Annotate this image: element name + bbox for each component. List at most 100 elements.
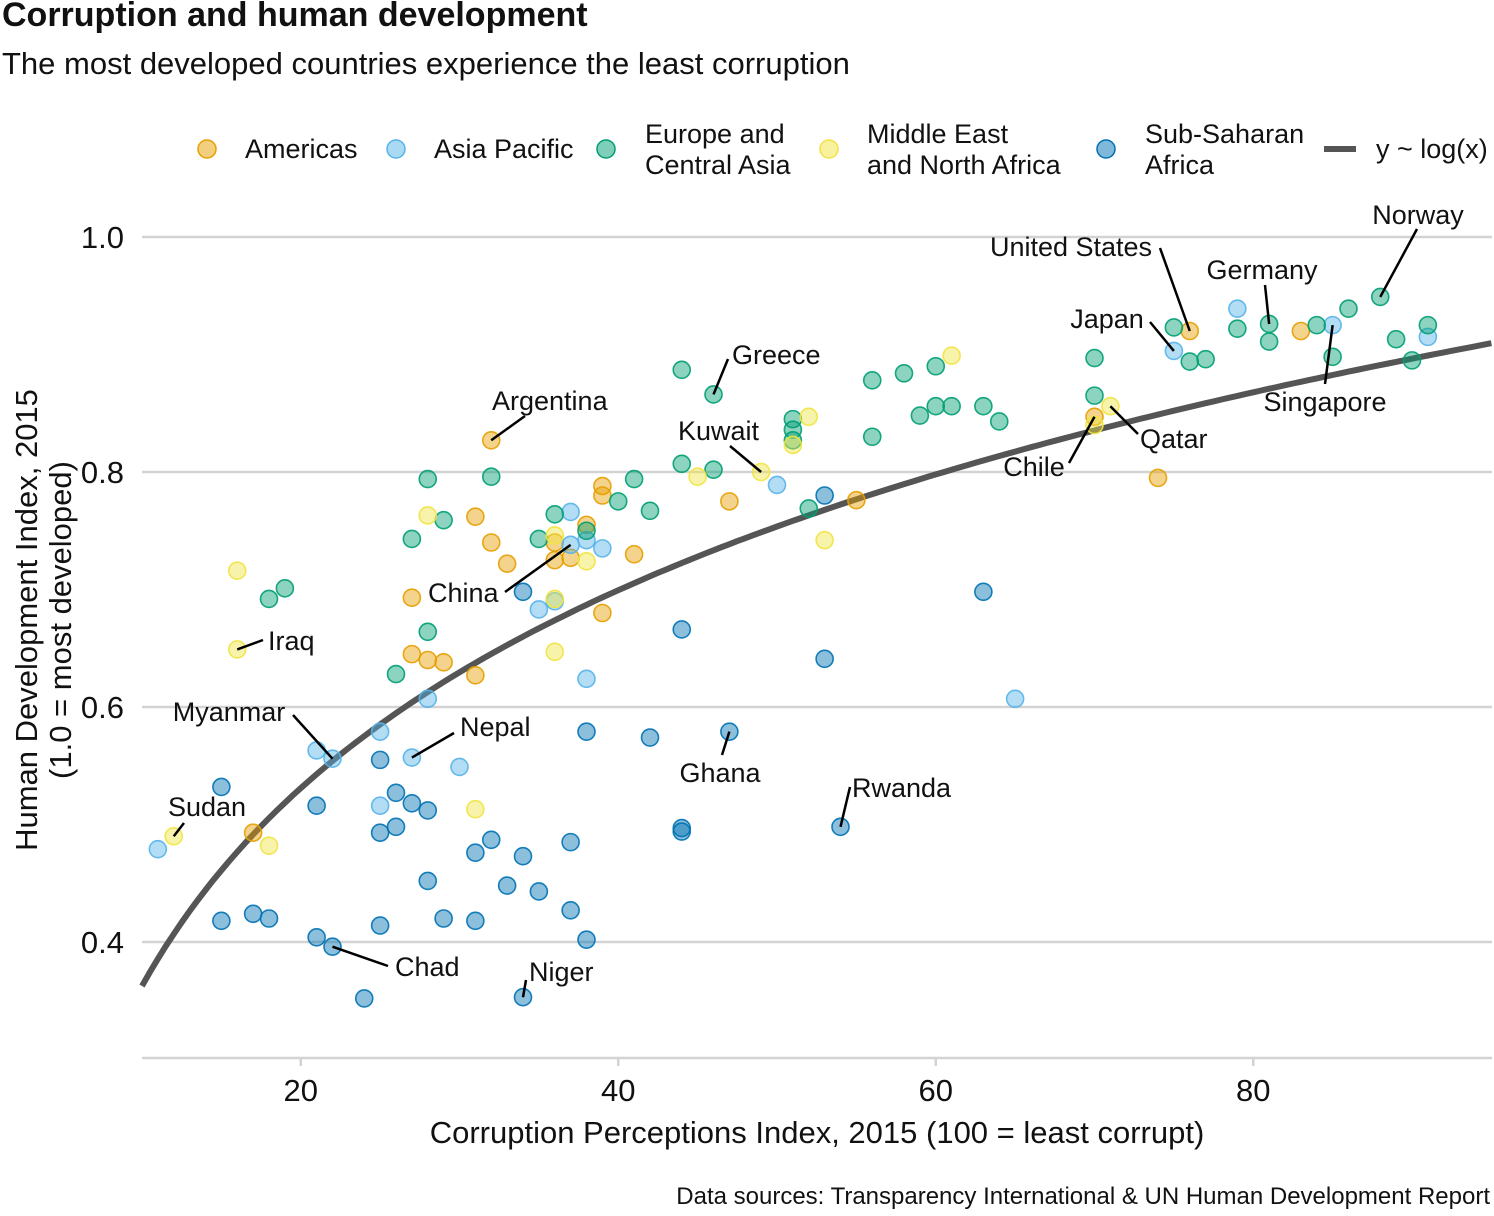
- data-point: [212, 777, 231, 797]
- y-axis-title-line: Human Development Index, 2015: [9, 389, 44, 851]
- legend-label: Asia Pacific: [434, 134, 574, 164]
- data-point: [577, 521, 596, 541]
- legend-swatch: [197, 139, 217, 159]
- data-point: [481, 467, 501, 487]
- annotation-leader-line: [236, 638, 264, 651]
- data-point: [593, 539, 612, 558]
- annotation-leader-line: [839, 786, 852, 828]
- annotation-iraq: Iraq: [236, 626, 315, 656]
- data-point: [1339, 299, 1358, 318]
- annotation-nepal: Nepal: [411, 712, 531, 759]
- legend-label: Central Asia: [645, 150, 792, 180]
- annotation-qatar: Qatar: [1109, 405, 1208, 454]
- data-point: [577, 930, 596, 949]
- y-tick-label: 1.0: [81, 220, 124, 255]
- data-point: [386, 664, 406, 684]
- data-point: [370, 722, 390, 741]
- data-point: [608, 492, 628, 511]
- data-point: [577, 551, 596, 571]
- data-point: [1418, 315, 1438, 335]
- annotation-label: Chad: [395, 952, 460, 982]
- data-point: [783, 430, 803, 450]
- annotation-norway: Norway: [1372, 200, 1464, 298]
- y-axis-title-line: (1.0 = most developed): [43, 461, 78, 779]
- data-point: [418, 650, 438, 670]
- annotation-chile: Chile: [1003, 416, 1096, 482]
- annotation-label: Chile: [1003, 452, 1065, 482]
- data-point: [450, 757, 469, 777]
- x-tick-label: 20: [284, 1073, 318, 1108]
- data-point: [672, 620, 692, 639]
- data-point: [418, 871, 438, 891]
- data-point: [862, 427, 882, 447]
- data-point: [688, 467, 707, 487]
- annotation-label: Norway: [1372, 200, 1464, 230]
- data-point: [481, 830, 501, 850]
- data-point: [243, 823, 263, 843]
- annotation-leader-line: [411, 731, 455, 759]
- data-point: [815, 530, 834, 550]
- x-axis-title: Corruption Perceptions Index, 2015 (100 …: [430, 1115, 1205, 1150]
- annotation-label: United States: [990, 232, 1152, 262]
- annotation-rwanda: Rwanda: [839, 773, 952, 828]
- data-point: [1005, 689, 1025, 709]
- data-point: [561, 900, 580, 920]
- legend-item-fit-line: y ~ log(x): [1324, 134, 1488, 164]
- x-tick-label: 80: [1236, 1073, 1270, 1108]
- data-point: [640, 501, 660, 521]
- data-point: [942, 346, 961, 365]
- annotation-germany: Germany: [1206, 255, 1318, 325]
- data-point: [402, 644, 422, 664]
- data-point: [926, 396, 946, 416]
- data-point: [402, 588, 422, 608]
- data-point: [624, 469, 644, 489]
- y-tick-label: 0.8: [81, 455, 124, 490]
- data-point: [974, 582, 993, 602]
- legend-swatch: [819, 139, 839, 159]
- data-point: [815, 486, 834, 505]
- data-point: [386, 783, 406, 803]
- data-point: [481, 533, 501, 552]
- data-point: [593, 486, 612, 505]
- data-point: [148, 839, 168, 859]
- data-point: [466, 843, 485, 863]
- data-point: [466, 911, 485, 931]
- legend-label: y ~ log(x): [1376, 134, 1488, 164]
- data-point: [545, 589, 565, 609]
- data-point: [545, 526, 565, 545]
- data-point: [577, 722, 596, 741]
- data-point: [227, 561, 247, 581]
- axes: 0.4 0.6 0.8 1.0 20 40 60 80 Corruption Perceptio…: [9, 220, 1270, 1150]
- annotation-leader-line: [292, 714, 334, 760]
- annotation-sudan: Sudan: [168, 792, 246, 838]
- legend-swatch: [386, 139, 406, 159]
- data-point: [1228, 319, 1247, 338]
- data-point: [910, 406, 930, 425]
- data-point: [529, 529, 549, 549]
- annotation-ghana: Ghana: [679, 731, 762, 788]
- data-point: [926, 356, 946, 376]
- legend-swatch: [596, 139, 616, 159]
- data-point: [1085, 386, 1104, 405]
- data-point: [529, 600, 549, 619]
- data-point: [545, 642, 565, 662]
- annotation-leader-line: [1109, 405, 1139, 435]
- data-point: [370, 823, 390, 843]
- fit-line-layer: [139, 340, 1492, 988]
- data-point: [402, 529, 422, 549]
- annotation-leader-line: [1379, 228, 1419, 298]
- annotation-label: Kuwait: [678, 416, 760, 446]
- data-point: [624, 544, 644, 564]
- data-point: [847, 490, 866, 510]
- data-point: [418, 622, 438, 642]
- data-point: [386, 817, 406, 837]
- data-point: [418, 801, 438, 820]
- annotation-label: Japan: [1070, 304, 1144, 334]
- annotation-label: Sudan: [168, 792, 246, 822]
- data-point: [434, 510, 453, 530]
- annotation-argentina: Argentina: [490, 386, 609, 442]
- data-point: [561, 502, 580, 522]
- annotation-leader-line: [1158, 247, 1191, 332]
